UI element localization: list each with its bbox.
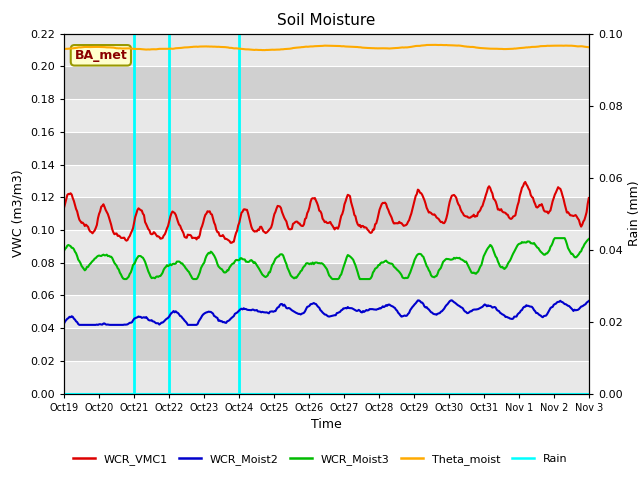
Bar xyxy=(64,165,589,197)
Y-axis label: Rain (mm): Rain (mm) xyxy=(628,181,640,246)
Bar xyxy=(64,263,589,295)
Bar xyxy=(64,197,589,230)
Bar xyxy=(64,328,589,361)
Title: Soil Moisture: Soil Moisture xyxy=(277,13,376,28)
X-axis label: Time: Time xyxy=(311,418,342,431)
Text: BA_met: BA_met xyxy=(74,49,127,62)
Bar xyxy=(64,34,589,66)
Bar xyxy=(64,295,589,328)
Bar xyxy=(64,361,589,394)
Bar xyxy=(64,132,589,165)
Bar xyxy=(64,66,589,99)
Bar xyxy=(64,230,589,263)
Legend: WCR_VMC1, WCR_Moist2, WCR_Moist3, Theta_moist, Rain: WCR_VMC1, WCR_Moist2, WCR_Moist3, Theta_… xyxy=(68,450,572,469)
Y-axis label: VWC (m3/m3): VWC (m3/m3) xyxy=(12,170,24,257)
Bar xyxy=(64,99,589,132)
